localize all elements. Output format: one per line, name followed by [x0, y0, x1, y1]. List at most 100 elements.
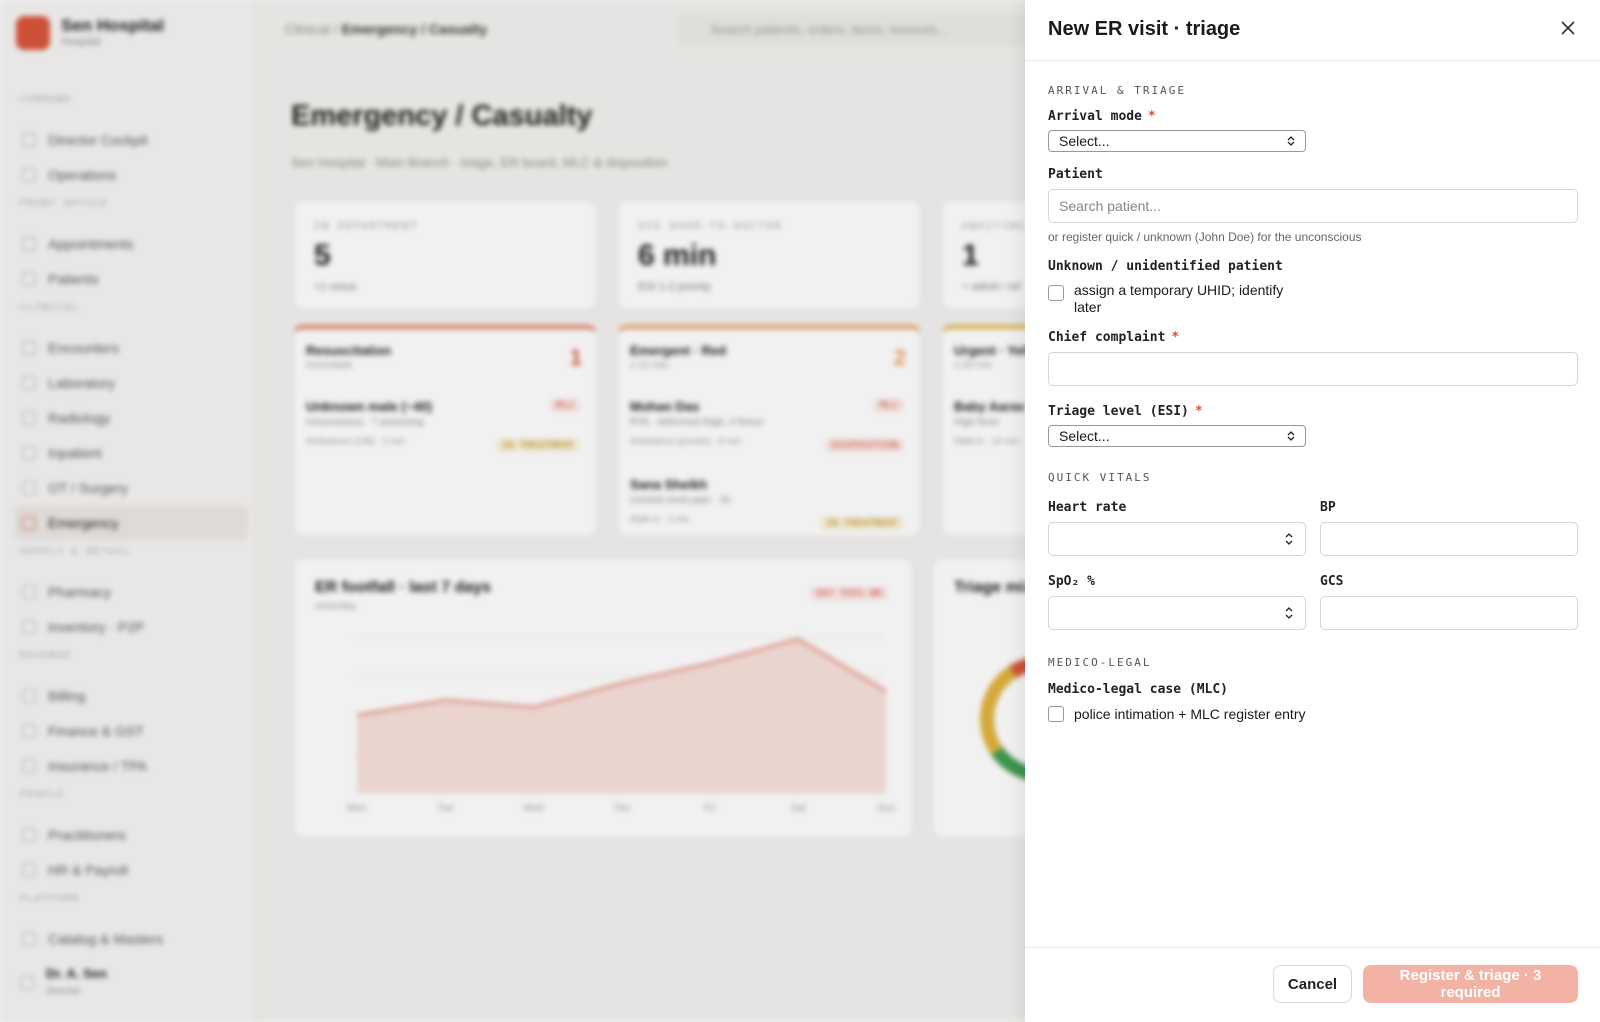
- nav-item[interactable]: Finance & GST: [22, 713, 248, 748]
- nav-icon: [22, 515, 36, 530]
- vital-input[interactable]: [1048, 522, 1306, 556]
- nav-item[interactable]: Insurance / TPA: [22, 748, 248, 783]
- patient-detail: Unconscious · ? poisoning: [306, 417, 424, 428]
- brand: Sen Hospital: [61, 16, 164, 35]
- nav-label: Billing: [48, 687, 86, 704]
- patient-tag: MLC: [873, 399, 904, 412]
- drawer-body: ARRIVAL & TRIAGE Arrival mode * Select...…: [1025, 84, 1600, 725]
- cancel-button[interactable]: Cancel: [1273, 965, 1352, 1003]
- nav-icon: [22, 340, 36, 355]
- nav-item[interactable]: HR & Payroll: [22, 852, 248, 887]
- vital-field: Heart rate: [1048, 500, 1306, 556]
- nav-icon: [22, 167, 36, 182]
- spinner-arrows: [1285, 607, 1293, 619]
- nav-label: Finance & GST: [48, 722, 144, 739]
- stat-card: IN DEPARTMENT 5 +1 resus: [293, 200, 597, 310]
- user-icon: [20, 975, 34, 990]
- nav-item[interactable]: Operations: [22, 157, 248, 192]
- nav-item[interactable]: Radiology: [22, 400, 248, 435]
- sidebar: Sen Hospital Hospital COMMAND Director Co…: [0, 0, 256, 1022]
- nav-label: Catalog & Masters: [48, 930, 164, 947]
- mlc-checkbox[interactable]: police intimation + MLC register entry: [1048, 703, 1577, 725]
- nav-item[interactable]: Appointments: [22, 226, 248, 261]
- nav-icon: [22, 271, 36, 286]
- chart-subtitle: visits/day: [315, 601, 357, 612]
- nav-item[interactable]: Billing: [22, 678, 248, 713]
- nav-item[interactable]: Director Cockpit: [22, 122, 248, 157]
- chief-complaint-input[interactable]: [1048, 352, 1578, 386]
- stat-value: 5: [314, 239, 331, 272]
- nav-item[interactable]: Encounters: [22, 330, 248, 365]
- nav-label: Pharmacy: [48, 583, 112, 600]
- nav-group-title: REVENUE: [20, 651, 72, 661]
- submit-button[interactable]: Register & triage · 3 required: [1363, 965, 1578, 1003]
- section-title: QUICK VITALS: [1048, 471, 1152, 484]
- patient-card: Mohan Das RTA · deformed thigh, # femur Am…: [630, 399, 908, 471]
- vital-field: BP: [1320, 500, 1578, 556]
- nav-group-title: FRONT OFFICE: [20, 199, 110, 209]
- field-label: Unknown / unidentified patient: [1048, 259, 1283, 274]
- checkbox[interactable]: [1048, 706, 1064, 722]
- nav-group: COMMAND Director Cockpit Operations: [20, 92, 248, 192]
- checkbox-label: assign a temporary UHID; identify later: [1074, 282, 1284, 315]
- nav-icon: [22, 584, 36, 599]
- nav-item[interactable]: Emergency: [14, 505, 248, 540]
- patient-input[interactable]: Search patient...: [1048, 189, 1578, 223]
- x-tick-label: Wed: [523, 803, 543, 814]
- main-title: Emergency / Casualty: [291, 100, 593, 132]
- patient-status: IN TREATMENT: [495, 439, 580, 452]
- chart-area: Mon Tue Wed Thu Fri Sat Sun: [347, 636, 895, 814]
- chart-card: ER footfall · last 7 days visits/day 507…: [293, 558, 913, 838]
- chart-badge: 507 THIS WK: [809, 587, 888, 600]
- nav-label: Patients: [48, 270, 99, 287]
- field-label: Heart rate: [1048, 500, 1127, 515]
- required-mark: *: [1171, 330, 1180, 345]
- drawer-title: New ER visit · triage: [1048, 18, 1241, 40]
- nav-item[interactable]: OT / Surgery: [22, 470, 248, 505]
- required-mark: *: [1194, 404, 1203, 419]
- nav-icon: [22, 758, 36, 773]
- spinner: [1285, 607, 1293, 619]
- unknown-checkbox[interactable]: assign a temporary UHID; identify later: [1048, 282, 1308, 316]
- section-title: MEDICO-LEGAL: [1048, 656, 1152, 669]
- nav-item[interactable]: Patients: [22, 261, 248, 296]
- nav-item[interactable]: Practitioners: [22, 817, 248, 852]
- stat-note: + admit / ref: [962, 281, 1021, 293]
- nav-icon: [22, 445, 36, 460]
- lane-sub: ≤ 30 min: [954, 360, 993, 371]
- nav-icon: [22, 236, 36, 251]
- checkbox[interactable]: [1048, 285, 1064, 301]
- triage-title: Triage mix: [954, 579, 1034, 596]
- nav-item[interactable]: Inpatient: [22, 435, 248, 470]
- nav-item[interactable]: Inventory · P2P: [22, 609, 248, 644]
- search[interactable]: Search patients, orders, items, invoices…: [676, 14, 1036, 46]
- close-button[interactable]: [1558, 18, 1578, 38]
- nav-label: Laboratory: [48, 374, 115, 391]
- lane-count: 1: [569, 345, 582, 370]
- stat-label: AWAITING: [962, 221, 1027, 232]
- vital-input[interactable]: [1320, 596, 1578, 630]
- lane-title: Urgent · Yellow: [954, 343, 1048, 358]
- nav-group-title: SUPPLY & RETAIL: [20, 547, 132, 557]
- nav-icon: [22, 132, 36, 147]
- nav-label: Appointments: [48, 235, 134, 252]
- field-label: Medico-legal case (MLC): [1048, 682, 1229, 697]
- nav-group: REVENUE Billing Finance & GST Insurance / T…: [20, 648, 248, 783]
- vital-input[interactable]: [1048, 596, 1306, 630]
- crumb-current: Emergency / Casualty: [341, 21, 488, 37]
- nav-icon: [22, 931, 36, 946]
- vitals-grid: Heart rate BP SpO₂ % GCS: [1048, 484, 1578, 630]
- nav-icon: [22, 688, 36, 703]
- nav-item[interactable]: Laboratory: [22, 365, 248, 400]
- nav-item[interactable]: Catalog & Masters: [22, 921, 248, 956]
- chart-title: ER footfall · last 7 days: [315, 579, 492, 596]
- lane-sub: ≤ 10 min: [630, 360, 669, 371]
- field-label: Triage level (ESI) *: [1048, 404, 1577, 419]
- nav-item[interactable]: Pharmacy: [22, 574, 248, 609]
- arrival-mode-select[interactable]: Select...: [1048, 130, 1306, 152]
- triage-level-select[interactable]: Select...: [1048, 425, 1306, 447]
- vital-input[interactable]: [1320, 522, 1578, 556]
- nav-label: Practitioners: [48, 826, 126, 843]
- lane: Emergent · Red ≤ 10 min 2 Mohan Das RTA · de…: [617, 325, 921, 537]
- section-title: ARRIVAL & TRIAGE: [1048, 84, 1186, 97]
